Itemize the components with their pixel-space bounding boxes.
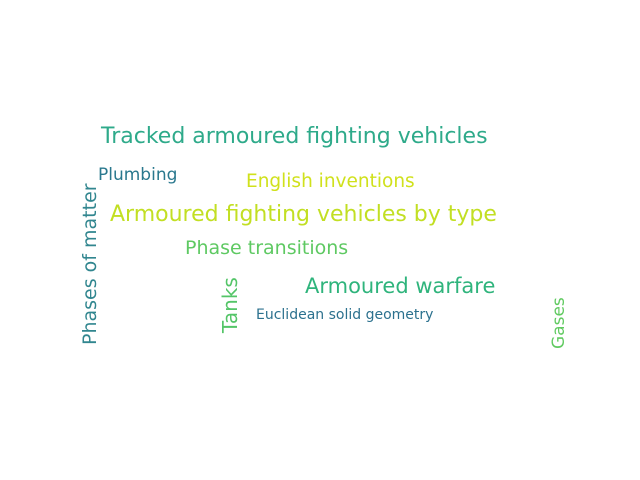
- word-english-inventions: English inventions: [246, 171, 415, 192]
- word-plumbing: Plumbing: [98, 165, 178, 185]
- word-armoured-warfare: Armoured warfare: [305, 274, 496, 298]
- word-gases: Gases: [549, 297, 569, 349]
- word-phases-of-matter: Phases of matter: [79, 183, 101, 345]
- word-phase-transitions: Phase transitions: [185, 237, 349, 259]
- word-euclidean-solid-geometry: Euclidean solid geometry: [256, 307, 434, 323]
- word-tanks: Tanks: [218, 277, 242, 333]
- word-tracked-armoured-fighting-vehicles: Tracked armoured fighting vehicles: [101, 124, 488, 149]
- word-armoured-fighting-vehicles-by-type: Armoured fighting vehicles by type: [110, 202, 497, 227]
